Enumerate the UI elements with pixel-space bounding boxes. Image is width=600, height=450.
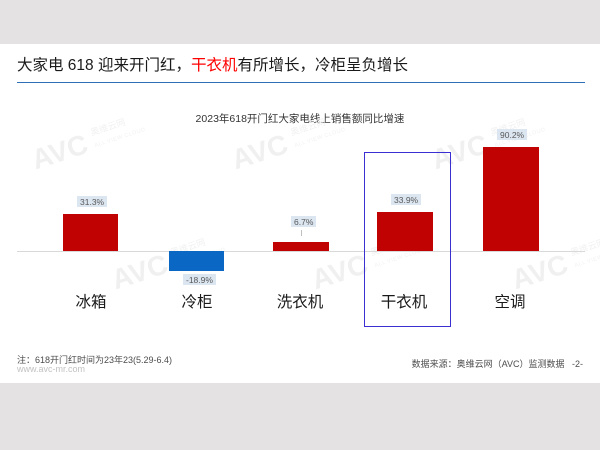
svg-text:奥维云网: 奥维云网	[569, 236, 600, 258]
svg-text:AVC: AVC	[308, 248, 372, 295]
svg-text:ALL VIEW CLOUD: ALL VIEW CLOUD	[294, 127, 346, 149]
svg-text:奥维云网: 奥维云网	[289, 116, 327, 138]
svg-text:AVC: AVC	[108, 248, 172, 295]
svg-text:AVC: AVC	[28, 128, 92, 175]
svg-text:奥维云网: 奥维云网	[89, 116, 127, 138]
svg-text:ALL VIEW CLOUD: ALL VIEW CLOUD	[94, 127, 146, 149]
svg-text:AVC: AVC	[228, 128, 292, 175]
svg-text:AVC: AVC	[508, 248, 572, 295]
